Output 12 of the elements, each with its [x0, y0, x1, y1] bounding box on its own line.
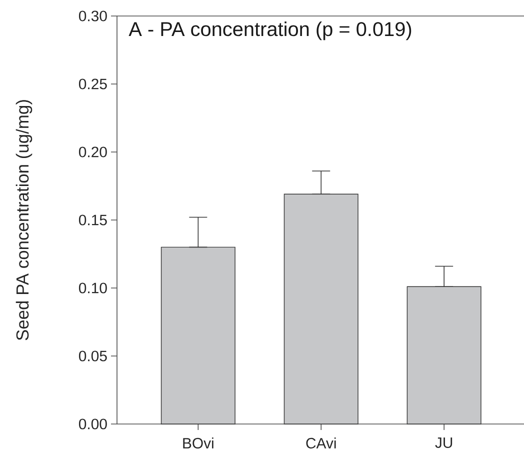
chart-title: A - PA concentration (p = 0.019) [128, 22, 412, 40]
y-tick-label: 0.10 [78, 282, 107, 294]
y-axis-title: Seed PA concentration (ug/mg) [16, 100, 32, 340]
y-tick-label: 0.00 [78, 418, 107, 430]
y-tick-label: 0.25 [78, 78, 107, 90]
y-tick-label: 0.05 [78, 350, 107, 362]
x-tick-label: JU [435, 438, 452, 448]
y-tick-label: 0.30 [78, 10, 107, 22]
y-tick-label: 0.20 [78, 146, 107, 158]
y-tick-label: 0.15 [78, 214, 107, 226]
x-tick-label: CAvi [306, 438, 336, 448]
x-tick-label: BOvi [183, 438, 214, 448]
